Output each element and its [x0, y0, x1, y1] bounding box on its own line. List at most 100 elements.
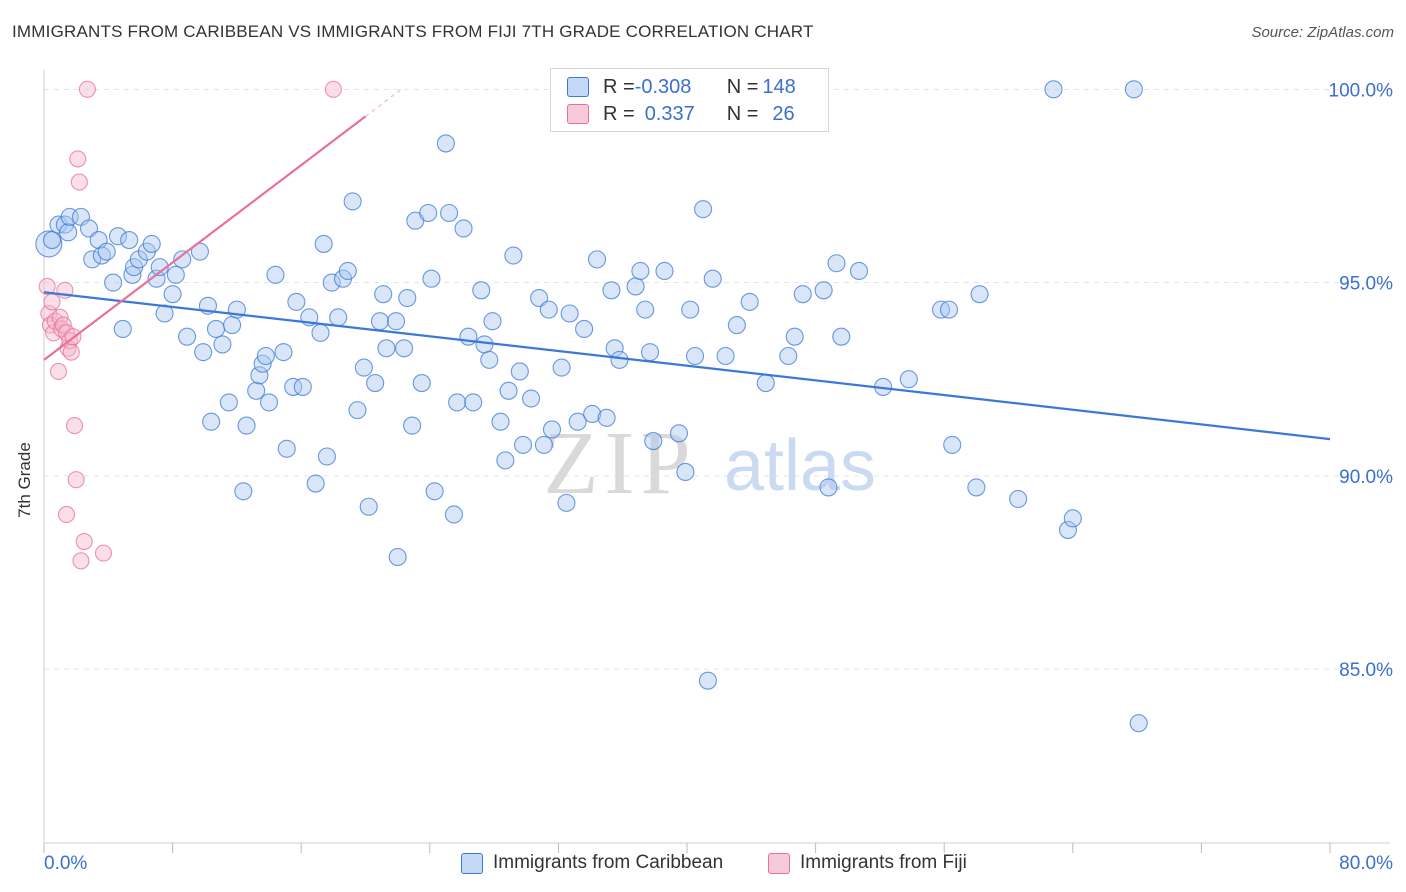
caribbean-point — [602, 281, 621, 300]
caribbean-point — [542, 420, 562, 439]
caribbean-point — [522, 389, 541, 408]
caribbean-point — [530, 288, 549, 308]
caribbean-point — [223, 316, 242, 335]
caribbean-point — [587, 250, 607, 269]
caribbean-point — [681, 300, 700, 319]
caribbean-point — [234, 482, 253, 501]
caribbean-point — [1063, 509, 1082, 528]
caribbean-point — [1129, 714, 1148, 733]
watermark-atlas: atlas — [724, 426, 876, 506]
caribbean-legend-swatch — [461, 852, 483, 874]
caribbean-point — [293, 377, 312, 396]
caribbean-point — [374, 285, 393, 304]
fiji-point — [324, 80, 342, 98]
caribbean-point — [472, 281, 491, 300]
fiji-swatch — [567, 104, 589, 124]
caribbean-point — [694, 200, 713, 219]
fiji-legend-swatch — [768, 852, 790, 874]
y-tick-label: 100.0% — [1329, 80, 1394, 101]
caribbean-point — [287, 292, 306, 311]
caribbean-point — [202, 412, 221, 431]
caribbean-point — [939, 300, 959, 319]
caribbean-point — [1009, 489, 1028, 509]
axes — [43, 70, 1390, 853]
caribbean-point — [464, 393, 483, 412]
caribbean-point — [685, 346, 705, 366]
caribbean-point — [440, 203, 459, 223]
caribbean-point — [669, 424, 689, 443]
fiji-point — [43, 293, 61, 311]
caribbean-point — [354, 358, 373, 377]
fiji-point — [62, 343, 80, 361]
caribbean-point — [552, 358, 571, 377]
fiji-point — [70, 173, 88, 191]
caribbean-point — [266, 265, 285, 284]
caribbean-point — [403, 416, 422, 435]
caribbean-point — [899, 370, 918, 389]
caribbean-point — [59, 223, 78, 242]
caribbean-point — [448, 393, 467, 412]
source-label: Source: ZipAtlas.com — [1251, 24, 1394, 41]
caribbean-point — [250, 366, 269, 385]
fiji-series — [38, 80, 342, 570]
caribbean-point — [475, 335, 494, 354]
caribbean-point — [510, 362, 529, 381]
caribbean-point — [459, 327, 478, 346]
caribbean-point — [444, 505, 463, 524]
watermark: ZIP atlas — [544, 414, 877, 513]
y-tick-label: 95.0% — [1339, 274, 1393, 295]
caribbean-point — [97, 242, 116, 261]
caribbean-point — [366, 374, 385, 393]
caribbean-point — [83, 250, 102, 269]
caribbean-point — [398, 288, 417, 308]
fiji-point — [65, 417, 84, 435]
legend-n-value: 26 — [772, 102, 795, 125]
caribbean-point — [42, 231, 62, 250]
legend-n-value: 148 — [762, 75, 796, 98]
fiji-point — [94, 544, 113, 562]
caribbean-point — [483, 312, 502, 331]
caribbean-point — [703, 269, 722, 288]
bottom-legend-fiji: Immigrants from Fiji — [768, 852, 967, 874]
legend-row-fiji: R = 0.337 N = 26 — [567, 102, 795, 126]
caribbean-point — [237, 416, 256, 435]
legend-r-value: -0.308 — [634, 75, 692, 98]
caribbean-point — [513, 435, 533, 454]
caribbean-point — [108, 227, 127, 246]
caribbean-point — [597, 408, 616, 427]
caribbean-point — [388, 547, 407, 567]
caribbean-point — [104, 273, 123, 292]
caribbean-point — [640, 343, 660, 362]
caribbean-point — [480, 350, 499, 369]
watermark-zip: ZIP — [544, 414, 697, 513]
caribbean-point — [343, 192, 362, 211]
bottom-legend-caribbean: Immigrants from Caribbean — [461, 852, 723, 874]
caribbean-point — [819, 478, 838, 497]
legend-r-value: 0.337 — [644, 102, 695, 125]
caribbean-swatch — [567, 77, 589, 97]
caribbean-point — [967, 478, 986, 497]
caribbean-point — [259, 393, 279, 412]
caribbean-point — [370, 312, 390, 331]
caribbean-point — [256, 346, 275, 366]
caribbean-legend-label: Immigrants from Caribbean — [493, 852, 724, 873]
caribbean-point — [793, 285, 812, 304]
caribbean-point — [419, 203, 438, 223]
caribbean-point — [557, 493, 576, 512]
caribbean-point — [756, 374, 775, 393]
caribbean-point — [317, 447, 336, 466]
caribbean-point — [120, 231, 139, 250]
caribbean-point — [306, 474, 325, 493]
caribbean-point — [422, 269, 441, 288]
fiji-point — [38, 277, 56, 295]
x-tick-labels: 0.0% 80.0% — [44, 853, 1393, 874]
legend-n-label: N = — [726, 75, 759, 98]
caribbean-point — [277, 439, 296, 458]
caribbean-point — [311, 323, 330, 342]
fiji-trend-line — [43, 115, 367, 361]
caribbean-point — [1124, 80, 1143, 99]
caribbean-trend-line — [43, 291, 1331, 441]
y-tick-label: 90.0% — [1339, 467, 1393, 488]
caribbean-point — [284, 377, 303, 396]
